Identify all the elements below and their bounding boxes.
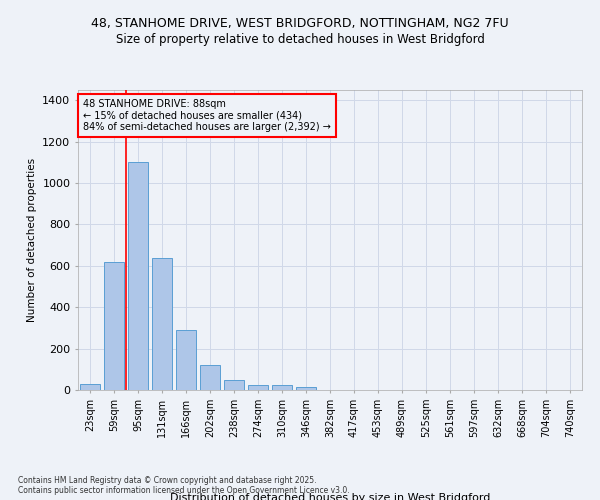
X-axis label: Distribution of detached houses by size in West Bridgford: Distribution of detached houses by size … [170, 492, 490, 500]
Bar [248, 385, 268, 390]
Text: 48, STANHOME DRIVE, WEST BRIDGFORD, NOTTINGHAM, NG2 7FU: 48, STANHOME DRIVE, WEST BRIDGFORD, NOTT… [91, 18, 509, 30]
Bar [296, 387, 316, 390]
Text: 48 STANHOME DRIVE: 88sqm
← 15% of detached houses are smaller (434)
84% of semi-: 48 STANHOME DRIVE: 88sqm ← 15% of detach… [83, 99, 331, 132]
Bar [104, 262, 124, 390]
Y-axis label: Number of detached properties: Number of detached properties [26, 158, 37, 322]
Bar [200, 365, 220, 390]
Text: Size of property relative to detached houses in West Bridgford: Size of property relative to detached ho… [116, 32, 484, 46]
Bar [224, 380, 244, 390]
Bar [176, 330, 196, 390]
Bar [272, 385, 292, 390]
Bar [128, 162, 148, 390]
Bar [152, 258, 172, 390]
Bar [80, 384, 100, 390]
Text: Contains HM Land Registry data © Crown copyright and database right 2025.
Contai: Contains HM Land Registry data © Crown c… [18, 476, 350, 495]
